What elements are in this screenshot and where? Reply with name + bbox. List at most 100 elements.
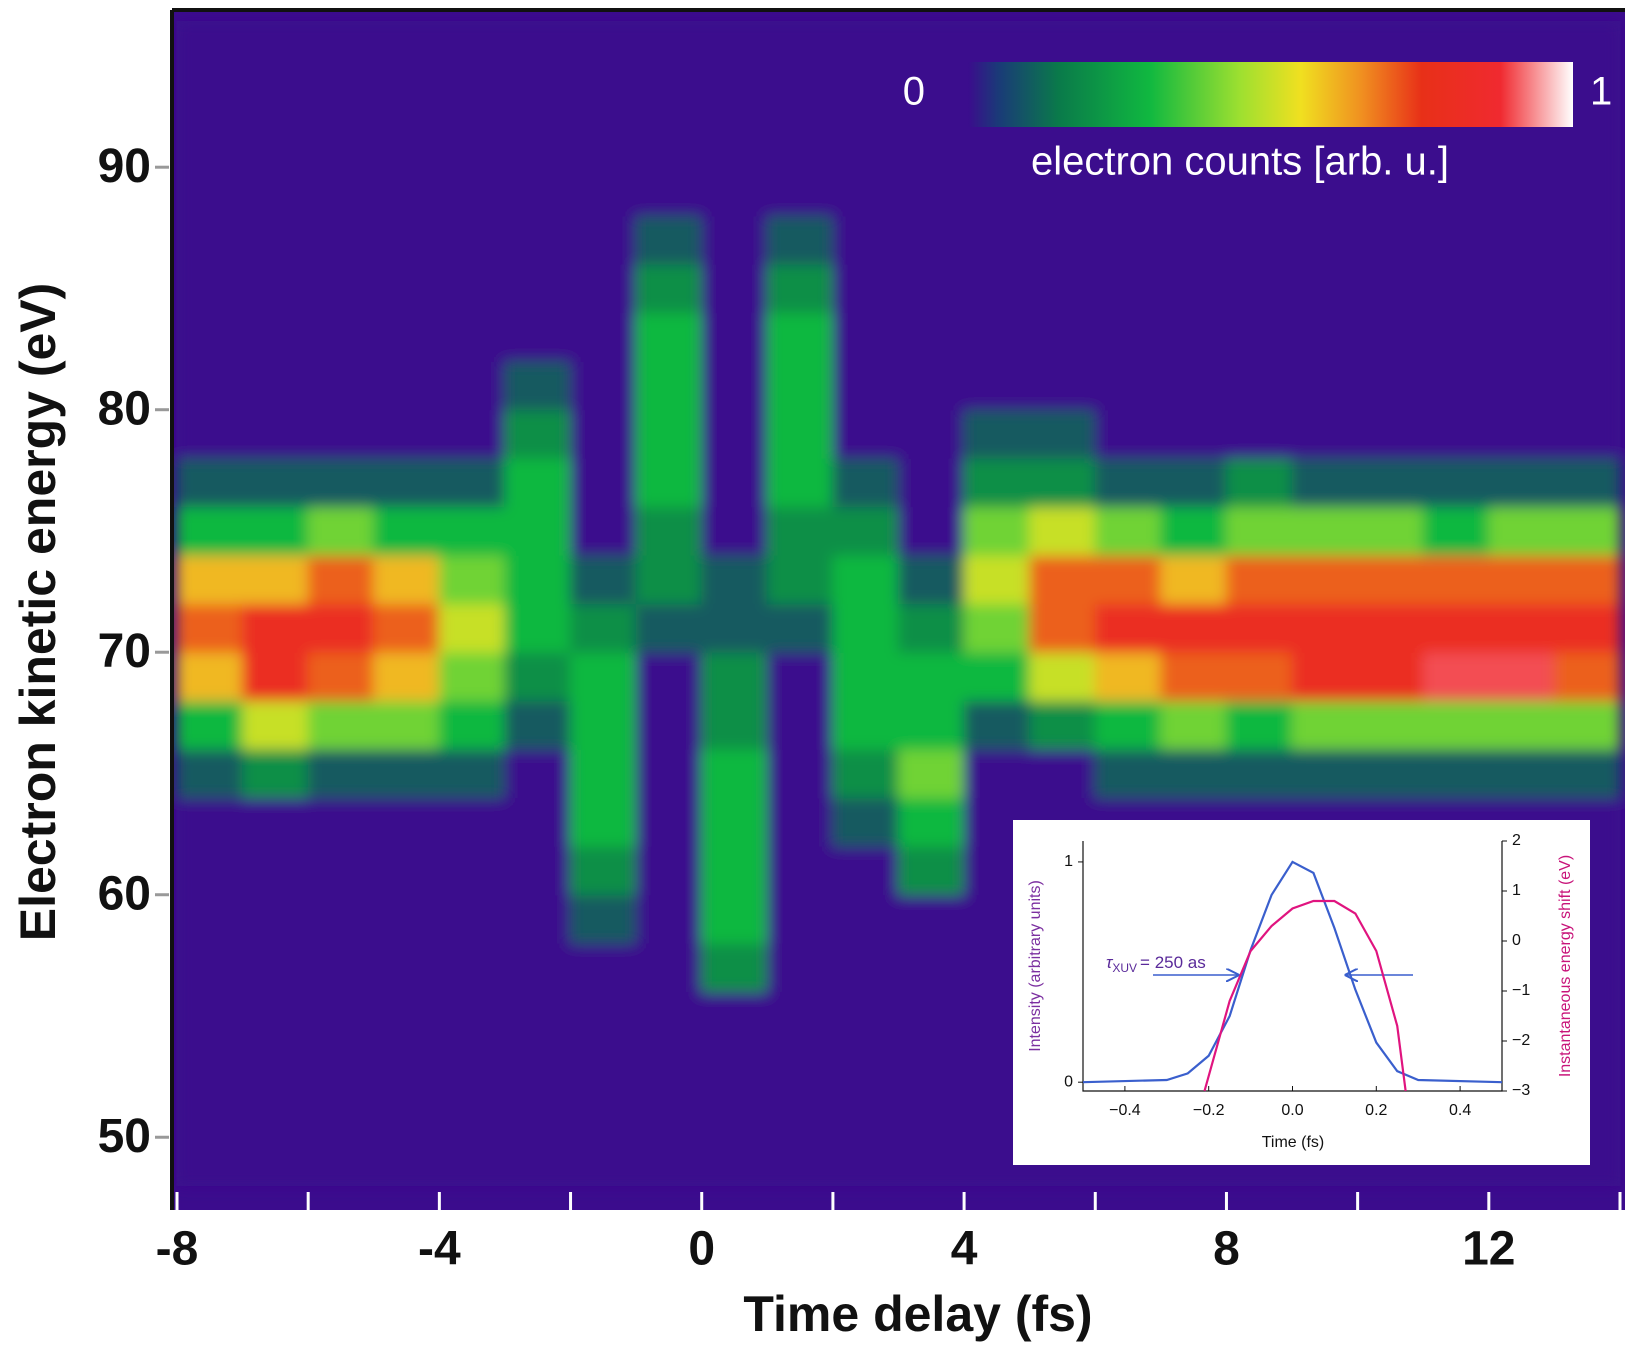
- heatmap-cell: [1029, 700, 1096, 750]
- heatmap-cell: [701, 215, 768, 265]
- heatmap-cell: [1423, 458, 1490, 508]
- heatmap-cell: [636, 458, 703, 508]
- heatmap-cell: [701, 1088, 768, 1138]
- heatmap-cell: [1292, 555, 1359, 605]
- heatmap-cell: [439, 458, 506, 508]
- heatmap-cell: [570, 1088, 637, 1138]
- colorbar-tick-label: 0: [903, 70, 925, 114]
- heatmap-cell: [439, 797, 506, 847]
- heatmap-cell: [504, 894, 571, 944]
- inset-y2-label: Instantaneous energy shift (eV): [1557, 855, 1574, 1077]
- heatmap-cell: [308, 1137, 375, 1187]
- heatmap-cell: [373, 264, 440, 314]
- inset-y2-tick-label: 2: [1512, 832, 1521, 849]
- heatmap-cell: [1029, 555, 1096, 605]
- heatmap-cell: [1292, 603, 1359, 653]
- colorbar: [968, 62, 1573, 127]
- heatmap-cell: [767, 506, 834, 556]
- heatmap-cell: [1423, 264, 1490, 314]
- heatmap-cell: [570, 118, 637, 168]
- heatmap-cell: [242, 458, 309, 508]
- heatmap-cell: [439, 894, 506, 944]
- heatmap-cell: [767, 1040, 834, 1090]
- heatmap-cell: [767, 1137, 834, 1187]
- heatmap-cell: [308, 894, 375, 944]
- heatmap-cell: [964, 215, 1031, 265]
- heatmap-cell: [832, 749, 899, 799]
- heatmap-cell: [1226, 603, 1293, 653]
- heatmap-cell: [636, 118, 703, 168]
- heatmap-cell: [177, 846, 244, 896]
- heatmap-cell: [177, 409, 244, 459]
- heatmap-cell: [1423, 749, 1490, 799]
- heatmap-cell: [570, 167, 637, 217]
- heatmap-cell: [767, 361, 834, 411]
- heatmap-cell: [177, 458, 244, 508]
- y-tick-label: 70: [98, 625, 151, 678]
- heatmap-cell: [373, 991, 440, 1041]
- y-axis-label: Electron kinetic energy (eV): [10, 283, 66, 942]
- heatmap-cell: [439, 991, 506, 1041]
- heatmap-cell: [636, 21, 703, 71]
- heatmap-cell: [1160, 264, 1227, 314]
- heatmap-cell: [832, 1040, 899, 1090]
- heatmap-cell: [177, 749, 244, 799]
- heatmap-cell: [373, 1040, 440, 1090]
- heatmap-cell: [1095, 603, 1162, 653]
- heatmap-cell: [1095, 749, 1162, 799]
- heatmap-cell: [373, 167, 440, 217]
- inset-y2-tick-label: −3: [1512, 1082, 1530, 1099]
- heatmap-cell: [636, 603, 703, 653]
- heatmap-cell: [1488, 555, 1555, 605]
- inset-y2-tick-label: 1: [1512, 882, 1521, 899]
- heatmap-cell: [242, 603, 309, 653]
- heatmap-cell: [177, 70, 244, 120]
- heatmap-cell: [1160, 312, 1227, 362]
- heatmap-cell: [636, 555, 703, 605]
- heatmap-cell: [570, 797, 637, 847]
- heatmap-cell: [832, 1088, 899, 1138]
- heatmap-cell: [242, 361, 309, 411]
- heatmap-cell: [636, 70, 703, 120]
- heatmap-cell: [701, 603, 768, 653]
- heatmap-cell: [1554, 264, 1621, 314]
- heatmap-cell: [701, 991, 768, 1041]
- inset-x-tick-label: 0.4: [1449, 1102, 1471, 1119]
- heatmap-cell: [701, 1040, 768, 1090]
- heatmap-cell: [439, 361, 506, 411]
- heatmap-cell: [1357, 264, 1424, 314]
- heatmap-cell: [1357, 603, 1424, 653]
- heatmap-cell: [1423, 555, 1490, 605]
- heatmap-cell: [1292, 361, 1359, 411]
- heatmap-cell: [1029, 264, 1096, 314]
- heatmap-cell: [504, 700, 571, 750]
- heatmap-cell: [439, 264, 506, 314]
- heatmap-cell: [767, 846, 834, 896]
- heatmap-cell: [504, 118, 571, 168]
- heatmap-cell: [832, 991, 899, 1041]
- heatmap-cell: [1292, 652, 1359, 702]
- heatmap-cell: [439, 1040, 506, 1090]
- heatmap-cell: [636, 749, 703, 799]
- heatmap-cell: [242, 797, 309, 847]
- heatmap-cell: [439, 846, 506, 896]
- annotation-subscript: XUV: [1112, 961, 1137, 975]
- heatmap-cell: [701, 70, 768, 120]
- heatmap-cell: [701, 361, 768, 411]
- heatmap-cell: [636, 991, 703, 1041]
- heatmap-cell: [701, 21, 768, 71]
- inset-y2-tick-label: −1: [1512, 982, 1530, 999]
- heatmap-cell: [242, 506, 309, 556]
- heatmap-cell: [1554, 700, 1621, 750]
- heatmap-cell: [636, 700, 703, 750]
- inset-chart: Time (fs) Intensity (arbitrary units) In…: [1013, 820, 1590, 1165]
- heatmap-cell: [898, 991, 965, 1041]
- heatmap-cell: [373, 603, 440, 653]
- heatmap-cell: [373, 652, 440, 702]
- heatmap-cell: [242, 700, 309, 750]
- heatmap-cell: [504, 749, 571, 799]
- heatmap-cell: [898, 167, 965, 217]
- heatmap-cell: [504, 21, 571, 71]
- heatmap-cell: [1029, 603, 1096, 653]
- heatmap-cell: [767, 458, 834, 508]
